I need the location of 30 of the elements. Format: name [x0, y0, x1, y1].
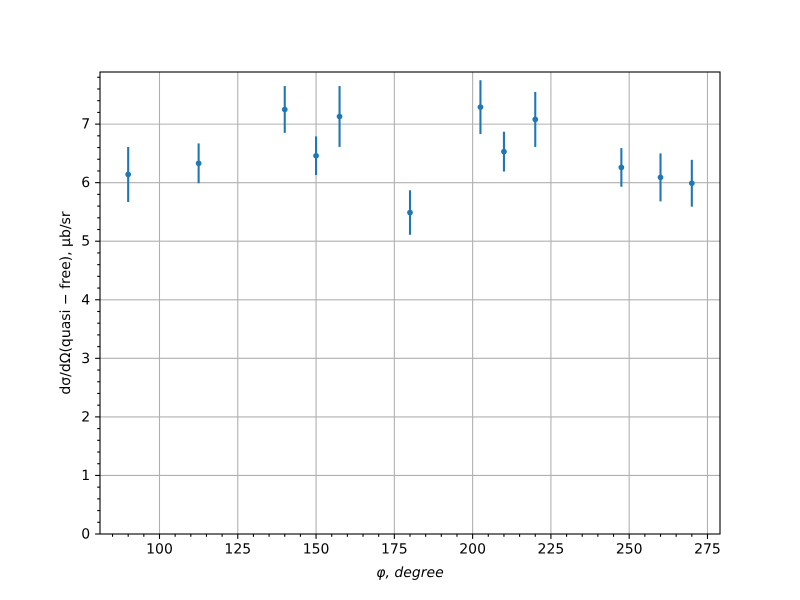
- point: [658, 174, 664, 180]
- x-axis-title: φ, degree: [376, 565, 444, 581]
- y-tick-label: 5: [81, 234, 90, 250]
- y-tick-label: 2: [81, 409, 90, 426]
- point: [196, 160, 202, 166]
- y-tick-label: 6: [81, 175, 90, 192]
- y-tick-label: 0: [81, 526, 90, 542]
- y-tick-label: 3: [81, 350, 90, 367]
- point: [688, 180, 695, 186]
- x-tick-label: 250: [616, 542, 643, 558]
- point: [282, 106, 288, 112]
- y-tick-label: 4: [81, 292, 90, 308]
- x-tick-label: 150: [302, 542, 330, 558]
- point: [313, 152, 319, 159]
- y-axis-title: dσ/dΩ(quasi − free), μb/sr: [58, 211, 74, 395]
- x-tick-label: 125: [224, 542, 252, 558]
- x-tick-label: 100: [146, 542, 173, 558]
- point: [501, 148, 507, 155]
- x-tick-label: 225: [538, 542, 564, 558]
- point: [532, 116, 538, 122]
- x-tick-label: 275: [694, 542, 721, 558]
- point: [478, 104, 484, 110]
- x-tick-label: 200: [459, 542, 486, 558]
- point: [618, 164, 624, 170]
- point: [125, 172, 132, 178]
- point: [336, 114, 342, 120]
- y-tick-label: 1: [81, 468, 90, 484]
- y-tick-label: 7: [81, 116, 90, 133]
- point: [407, 210, 413, 216]
- x-tick-label: 175: [380, 542, 408, 558]
